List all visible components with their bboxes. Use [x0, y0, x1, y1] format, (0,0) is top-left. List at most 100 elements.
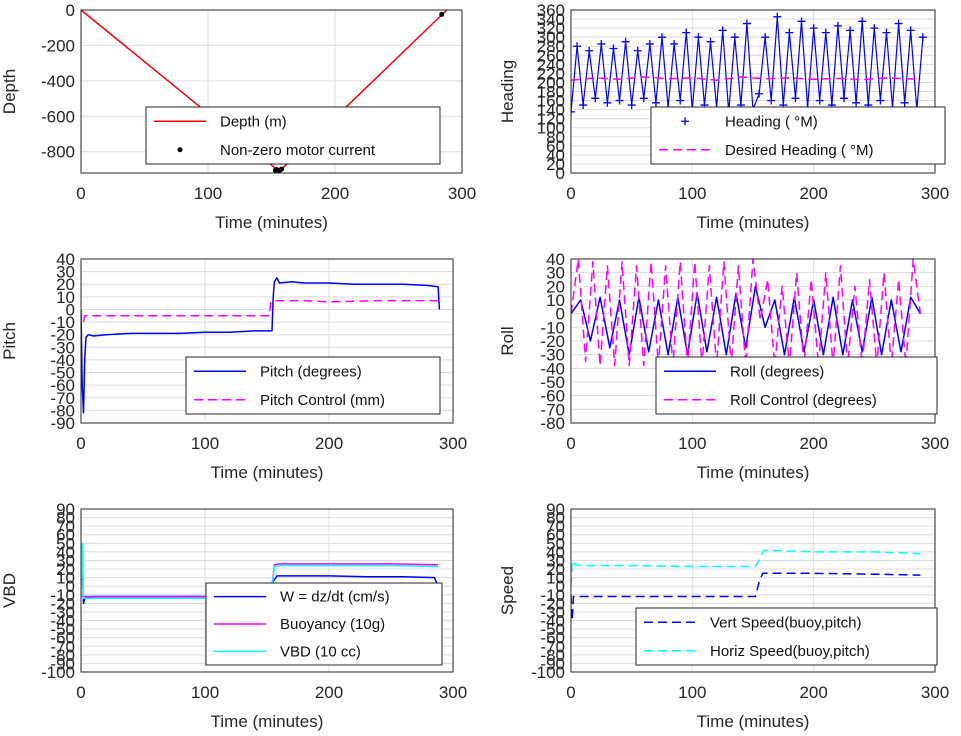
- series-1-marker: [615, 96, 624, 105]
- x-tick-label: 200: [799, 184, 827, 203]
- y-tick-label: 20: [546, 560, 565, 579]
- y-tick-label: 0: [556, 577, 565, 596]
- x-tick-label: 200: [799, 683, 827, 702]
- x-tick-label: 100: [678, 683, 706, 702]
- y-tick-label: -20: [50, 326, 75, 345]
- y-tick-label: 10: [546, 569, 565, 588]
- series-1-marker: [651, 98, 660, 107]
- y-tick-label: 120: [537, 110, 565, 129]
- legend: Roll (degrees) Roll Control (degrees): [655, 356, 938, 415]
- y-tick-label: 80: [546, 509, 565, 528]
- axes-box: [80, 258, 454, 424]
- y-tick-label: 30: [56, 551, 75, 570]
- y-tick-label: 70: [546, 517, 565, 536]
- series-1-line: [571, 572, 921, 622]
- chart-panel-5: 9080706050403020100-10-20-30-40-50-60-70…: [0, 500, 467, 731]
- series-1-marker: [761, 33, 770, 42]
- series-1-marker: [730, 33, 739, 42]
- x-axis-label: Time (minutes): [697, 712, 810, 731]
- x-tick-label: 100: [191, 434, 219, 453]
- series-2-line: [571, 258, 922, 367]
- x-tick-label: 0: [76, 184, 85, 203]
- legend-key-2: [177, 147, 183, 153]
- legend-label-2: Pitch Control (mm): [260, 392, 385, 409]
- y-tick-label: 20: [56, 560, 75, 579]
- y-tick-label: 280: [537, 37, 565, 56]
- series-1-line: [81, 277, 441, 414]
- series-2-point: [439, 11, 445, 17]
- y-tick-label: 80: [546, 128, 565, 147]
- x-axis-label: Time (minutes): [697, 463, 810, 482]
- chart-panel-6: 9080706050403020100-10-20-30-40-50-60-70…: [498, 500, 949, 731]
- series-group: [571, 12, 927, 116]
- y-tick-label: -60: [50, 376, 75, 395]
- y-tick-label: 220: [537, 64, 565, 83]
- x-tick-label: 200: [315, 683, 343, 702]
- y-tick-label: -70: [50, 389, 75, 408]
- y-axis-label: Roll: [498, 326, 517, 355]
- y-tick-label: -40: [540, 359, 565, 378]
- x-tick-label: 300: [921, 184, 949, 203]
- y-tick-label: -90: [540, 654, 565, 673]
- legend-box: [635, 607, 938, 666]
- legend-label-2: Non-zero motor current: [220, 142, 376, 159]
- x-tick-label: 0: [566, 683, 575, 702]
- y-tick-label: -600: [41, 107, 75, 126]
- y-tick-label: -50: [540, 373, 565, 392]
- y-tick-label: 60: [546, 526, 565, 545]
- y-tick-label: -10: [50, 313, 75, 332]
- x-axis-label: Time (minutes): [215, 213, 328, 232]
- y-tick-label: 90: [56, 500, 75, 519]
- y-tick-label: -30: [540, 603, 565, 622]
- axes-box: [570, 258, 936, 424]
- x-tick-label: 300: [439, 434, 467, 453]
- x-tick-label: 300: [921, 683, 949, 702]
- legend: Pitch (degrees) Pitch Control (mm): [185, 356, 441, 415]
- series-1-marker: [815, 96, 824, 105]
- series-1-marker: [840, 94, 848, 103]
- legend-label-1: Depth (m): [220, 113, 287, 130]
- y-tick-label: 340: [537, 10, 565, 29]
- series-1-marker: [785, 28, 794, 37]
- y-tick-label: 30: [546, 551, 565, 570]
- axes-box: [80, 9, 463, 174]
- legend-box: [650, 106, 946, 165]
- series-2-line: [82, 299, 440, 323]
- series-1-marker: [633, 46, 642, 55]
- y-tick-label: 300: [537, 28, 565, 47]
- y-tick-label: -20: [540, 594, 565, 613]
- x-tick-label: 0: [566, 434, 575, 453]
- series-2-point: [279, 166, 285, 172]
- x-tick-label: 0: [76, 434, 85, 453]
- legend: W = dz/dt (cm/s) Buoyancy (10g) VBD (10 cc…: [205, 582, 443, 666]
- x-tick-label: 100: [194, 184, 222, 203]
- series-1-marker: [627, 101, 636, 110]
- series-1-marker: [609, 44, 618, 53]
- y-tick-label: 70: [56, 517, 75, 536]
- y-tick-label: -100: [41, 663, 75, 682]
- y-tick-label: 20: [56, 275, 75, 294]
- series-group: [81, 9, 448, 173]
- y-tick-label: -200: [41, 36, 75, 55]
- series-2-line: [571, 76, 921, 81]
- y-tick-label: -20: [540, 332, 565, 351]
- y-tick-label: 20: [546, 155, 565, 174]
- series-1-marker: [846, 26, 855, 35]
- legend-label-3: VBD (10 cc): [280, 643, 361, 660]
- series-1-line: [571, 285, 922, 356]
- series-1-marker: [639, 94, 648, 103]
- x-tick-label: 100: [678, 434, 706, 453]
- y-tick-label: -40: [50, 351, 75, 370]
- series-1-marker: [821, 28, 830, 37]
- series-1-marker: [670, 39, 679, 48]
- y-tick-label: -80: [50, 646, 75, 665]
- y-tick-label: 50: [56, 534, 75, 553]
- y-tick-label: 40: [56, 543, 75, 562]
- legend-label-2: Roll Control (degrees): [730, 392, 877, 409]
- y-tick-label: 140: [537, 101, 565, 120]
- y-tick-label: 360: [537, 1, 565, 20]
- y-tick-label: 20: [546, 277, 565, 296]
- x-tick-label: 200: [799, 434, 827, 453]
